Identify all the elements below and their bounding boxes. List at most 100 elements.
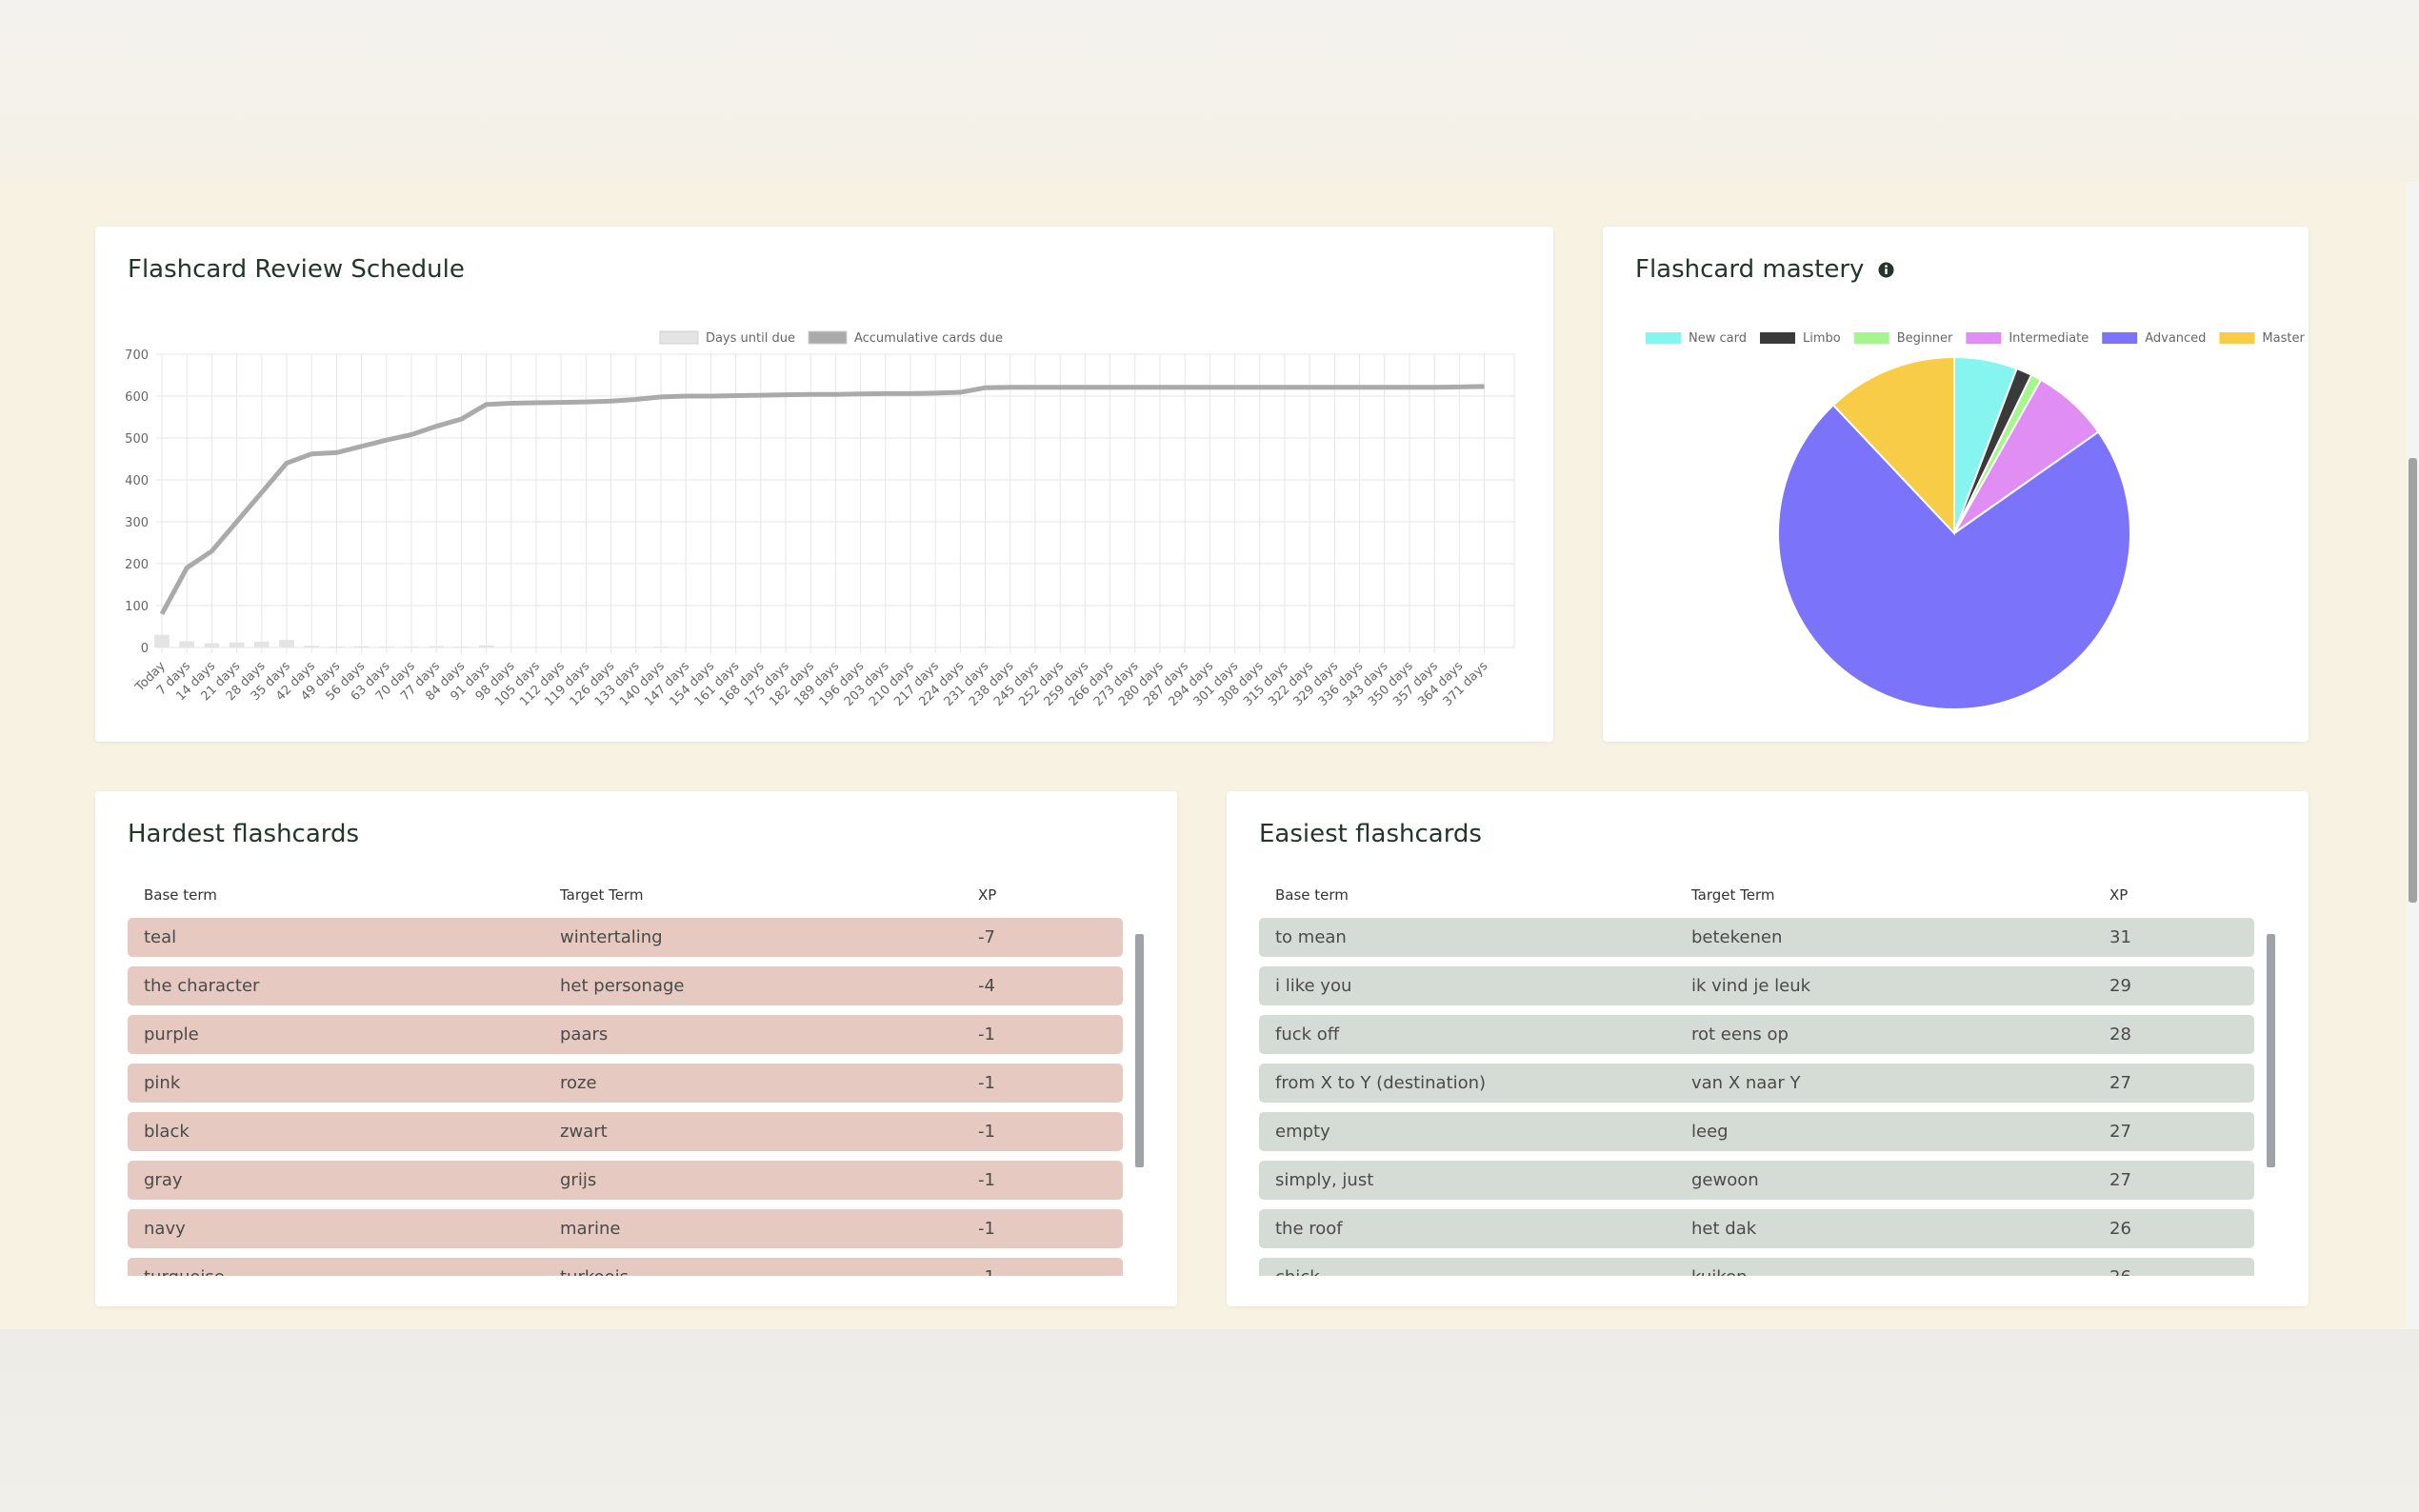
bar (253, 641, 270, 647)
legend-swatch (1646, 332, 1681, 344)
cell: -4 (978, 976, 995, 996)
table-row[interactable]: gray grijs -1 (128, 1161, 1123, 1200)
legend-swatch (1853, 332, 1889, 344)
card-title: Hardest flashcards (128, 820, 360, 848)
table-row[interactable]: from X to Y (destination) van X naar Y 27 (1259, 1064, 2254, 1103)
pie-slice (1777, 404, 2131, 710)
table-row[interactable]: simply, just gewoon 27 (1259, 1161, 2254, 1200)
table-row[interactable]: purple paars -1 (128, 1015, 1123, 1054)
bar (478, 645, 494, 647)
table-row[interactable]: navy marine -1 (128, 1209, 1123, 1248)
legend-swatch (1966, 332, 2002, 344)
column-header: Base term (1275, 886, 1349, 904)
legend-label: Accumulative cards due (854, 331, 1003, 346)
cell: the character (144, 976, 260, 996)
cell: 27 (2109, 1122, 2131, 1142)
cell: 28 (2109, 1025, 2131, 1044)
table-body: to mean betekenen 31 i like you ik vind je l… (1259, 918, 2254, 1276)
table-row[interactable]: turquoise turkoois -1 (128, 1258, 1123, 1276)
y-tick-label: 300 (125, 516, 149, 530)
cell: the roof (1275, 1219, 1343, 1239)
bar (179, 641, 195, 647)
bar (279, 640, 294, 647)
easiest-card: Easiest flashcards Base term Target Term XP… (1227, 791, 2309, 1306)
cell: 26 (2109, 1219, 2131, 1239)
legend-label: Beginner (1897, 331, 1953, 346)
table-row[interactable]: i like you ik vind je leuk 29 (1259, 966, 2254, 1005)
cell: -1 (978, 1267, 995, 1276)
line (159, 384, 1485, 615)
cell: i like you (1275, 976, 1352, 996)
cell: 29 (2109, 976, 2131, 996)
card-title: Easiest flashcards (1259, 820, 1482, 848)
cell: leeg (1691, 1122, 1729, 1142)
table-row[interactable]: the character het personage -4 (128, 966, 1123, 1005)
cell: teal (144, 927, 177, 947)
y-tick-label: 200 (125, 558, 149, 572)
top-band (0, 0, 2419, 182)
legend-label: Days until due (706, 331, 795, 346)
line-chart: Days until due Accumulative cards due 0 100… (125, 330, 1515, 709)
table-row[interactable]: fuck off rot eens op 28 (1259, 1015, 2254, 1054)
cell: grijs (560, 1170, 597, 1190)
y-tick-label: 500 (125, 432, 149, 447)
bar (204, 643, 220, 647)
legend-label: Intermediate (2009, 331, 2089, 346)
table-row[interactable]: empty leeg 27 (1259, 1112, 2254, 1151)
table-body: teal wintertaling -7 the character het perso… (128, 918, 1123, 1276)
cell: pink (144, 1073, 181, 1093)
table-row[interactable]: to mean betekenen 31 (1259, 918, 2254, 957)
cell: het personage (560, 976, 685, 996)
card-title: Flashcard Review Schedule (128, 255, 465, 284)
legend-swatch (2219, 332, 2255, 344)
table-row[interactable]: pink roze -1 (128, 1064, 1123, 1103)
cell: simply, just (1275, 1170, 1374, 1190)
cell: turkoois (560, 1267, 629, 1276)
column-header: XP (2109, 886, 2129, 904)
info-icon[interactable] (1878, 262, 1894, 278)
pie-chart: New card Limbo Beginner Intermediate Advance… (1646, 331, 2305, 710)
table-scrollbar[interactable] (1135, 934, 1144, 1167)
table-scrollbar[interactable] (2267, 934, 2275, 1167)
cell: gewoon (1691, 1170, 1759, 1190)
cell: turquoise (144, 1267, 225, 1276)
legend-swatch (2102, 332, 2138, 344)
bar (154, 634, 170, 647)
review-card: Flashcard Review Schedule Days until due… (95, 227, 1553, 742)
table-row[interactable]: the roof het dak 26 (1259, 1209, 2254, 1248)
hardest-card: Hardest flashcards Base term Target Term XP… (95, 791, 1177, 1306)
cell: -1 (978, 1170, 995, 1190)
cell: navy (144, 1219, 186, 1239)
cell: ik vind je leuk (1691, 976, 1811, 996)
legend-label: Master (2262, 331, 2305, 346)
table-row[interactable]: black zwart -1 (128, 1112, 1123, 1151)
column-header: Target Term (560, 886, 644, 904)
cell: het dak (1691, 1219, 1757, 1239)
cell: fuck off (1275, 1025, 1340, 1044)
legend-label: New card (1689, 331, 1747, 346)
cell: paars (560, 1025, 609, 1044)
cell: van X naar Y (1691, 1073, 1801, 1093)
legend-swatch (808, 330, 848, 345)
cell: empty (1275, 1122, 1330, 1142)
bottom-band (0, 1329, 2419, 1512)
mastery-card: Flashcard mastery New card Limbo Beginner I… (1603, 227, 2309, 742)
cell: zwart (560, 1122, 608, 1142)
y-tick-label: 600 (125, 390, 149, 405)
y-tick-label: 400 (125, 474, 149, 488)
cell: marine (560, 1219, 621, 1239)
cell: wintertaling (560, 927, 663, 947)
cell: -1 (978, 1073, 995, 1093)
cell: -1 (978, 1219, 995, 1239)
scrollbar-thumb[interactable] (2409, 458, 2417, 903)
pie-slice (1831, 355, 1955, 536)
y-tick-label: 0 (141, 642, 149, 656)
bar (229, 642, 245, 647)
cell: 27 (2109, 1073, 2131, 1093)
table-row[interactable]: teal wintertaling -7 (128, 918, 1123, 957)
cell: from X to Y (destination) (1275, 1073, 1487, 1093)
table-row[interactable]: chick kuiken 26 (1259, 1258, 2254, 1276)
bar (304, 646, 320, 647)
column-header: Base term (144, 886, 217, 904)
